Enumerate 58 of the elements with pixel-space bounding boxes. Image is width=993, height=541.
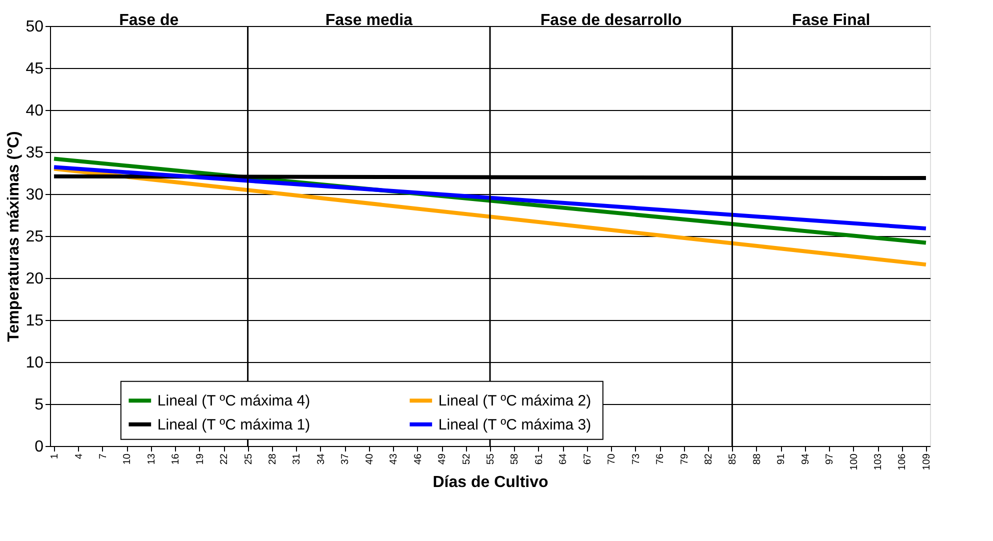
y-tick-label: 50 xyxy=(26,18,44,36)
x-tick-label: 103 xyxy=(873,453,884,470)
x-tick-label: 70 xyxy=(606,453,618,465)
y-tick-label: 45 xyxy=(26,60,44,78)
x-tick-label: 1 xyxy=(50,453,61,460)
x-tick-label: 28 xyxy=(268,453,279,465)
x-tick-label: 25 xyxy=(243,453,254,465)
x-tick-label: 7 xyxy=(98,453,109,460)
x-tick-label: 94 xyxy=(800,453,812,465)
y-axis-title: Temperaturas máximas (°C) xyxy=(6,131,23,342)
x-tick-label: 82 xyxy=(703,453,714,465)
legend-label: Lineal (T ºC máxima 1) xyxy=(157,416,310,434)
y-tick-label: 35 xyxy=(26,144,44,162)
x-tick-label: 10 xyxy=(122,453,134,465)
x-tick-label: 100 xyxy=(848,453,860,470)
x-tick-label: 88 xyxy=(752,453,763,465)
y-tick-label: 20 xyxy=(26,270,44,288)
x-tick-label: 34 xyxy=(316,453,327,465)
y-tick-label: 0 xyxy=(34,438,44,456)
x-tick-label: 55 xyxy=(486,453,496,465)
x-tick-label: 109 xyxy=(921,453,932,470)
x-tick-label: 43 xyxy=(388,453,400,465)
y-tick-label: 10 xyxy=(26,354,44,372)
y-tick-label: 5 xyxy=(34,396,44,414)
annotation: Fase media xyxy=(325,12,413,29)
annotation: Fase de xyxy=(119,12,179,29)
y-tick-label: 30 xyxy=(26,186,44,204)
x-tick-label: 91 xyxy=(776,453,788,465)
x-tick-label: 22 xyxy=(219,453,230,465)
x-tick-label: 40 xyxy=(364,453,376,465)
x-tick-label: 49 xyxy=(437,453,448,465)
legend-label: Lineal (T ºC máxima 2) xyxy=(438,392,592,410)
legend-label: Lineal (T ºC máxima 4) xyxy=(157,392,310,410)
annotation: Fase Final xyxy=(792,12,870,29)
x-tick-label: 79 xyxy=(679,453,690,465)
y-tick-label: 40 xyxy=(26,102,44,120)
x-tick-label: 58 xyxy=(510,453,521,465)
x-tick-label: 73 xyxy=(630,453,642,465)
x-tick-label: 16 xyxy=(170,453,182,465)
x-tick-label: 97 xyxy=(824,453,836,465)
x-tick-label: 13 xyxy=(146,453,158,465)
x-tick-label: 76 xyxy=(655,453,666,465)
x-tick-label: 64 xyxy=(558,453,570,465)
y-tick-label: 25 xyxy=(26,228,44,246)
x-tick-label: 37 xyxy=(340,453,352,465)
legend-label: Lineal (T ºC máxima 3) xyxy=(438,416,592,434)
x-tick-label: 106 xyxy=(897,453,908,470)
x-tick-label: 4 xyxy=(74,453,85,460)
x-tick-label: 61 xyxy=(534,453,545,465)
x-axis-title: Días de Cultivo xyxy=(432,474,549,492)
x-tick-label: 52 xyxy=(461,453,472,465)
x-tick-label: 31 xyxy=(292,453,303,465)
x-tick-label: 19 xyxy=(194,453,206,465)
x-tick-label: 67 xyxy=(582,453,594,465)
x-tick-label: 46 xyxy=(412,453,424,465)
y-tick-label: 15 xyxy=(26,312,44,330)
x-tick-label: 85 xyxy=(728,453,739,465)
annotation: Fase de desarrollo xyxy=(540,12,682,29)
